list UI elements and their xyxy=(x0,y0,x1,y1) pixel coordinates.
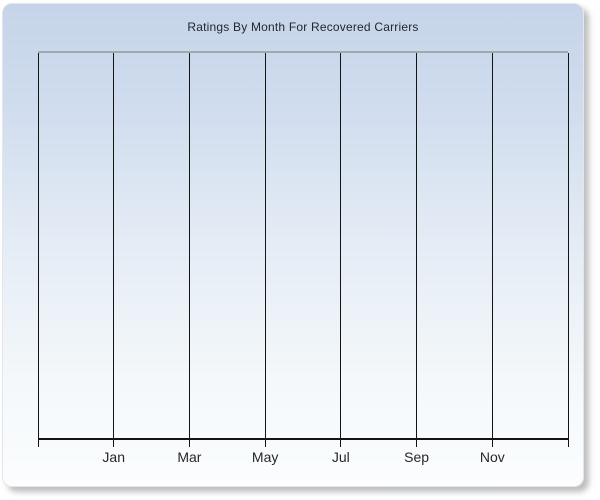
vertical-gridline xyxy=(188,53,190,447)
x-axis-label-may: May xyxy=(251,449,279,465)
chart-panel: Ratings By Month For Recovered Carriers … xyxy=(2,3,584,487)
vertical-gridline xyxy=(113,53,115,447)
plot-left-edge-line xyxy=(37,53,39,447)
vertical-gridline xyxy=(264,53,266,447)
x-axis-label-nov: Nov xyxy=(479,449,505,465)
x-axis-label-jul: Jul xyxy=(331,449,350,465)
chart-title: Ratings By Month For Recovered Carriers xyxy=(187,20,419,34)
vertical-gridline xyxy=(491,53,493,447)
plot-area: Jan Mar May Jul Sep Nov xyxy=(37,51,569,465)
x-axis-label-jan: Jan xyxy=(102,449,125,465)
x-axis-label-sep: Sep xyxy=(404,449,430,465)
plot-right-edge-line xyxy=(567,53,569,447)
vertical-gridline xyxy=(416,53,418,447)
x-axis-label-mar: Mar xyxy=(177,449,202,465)
vertical-gridline xyxy=(340,53,342,447)
